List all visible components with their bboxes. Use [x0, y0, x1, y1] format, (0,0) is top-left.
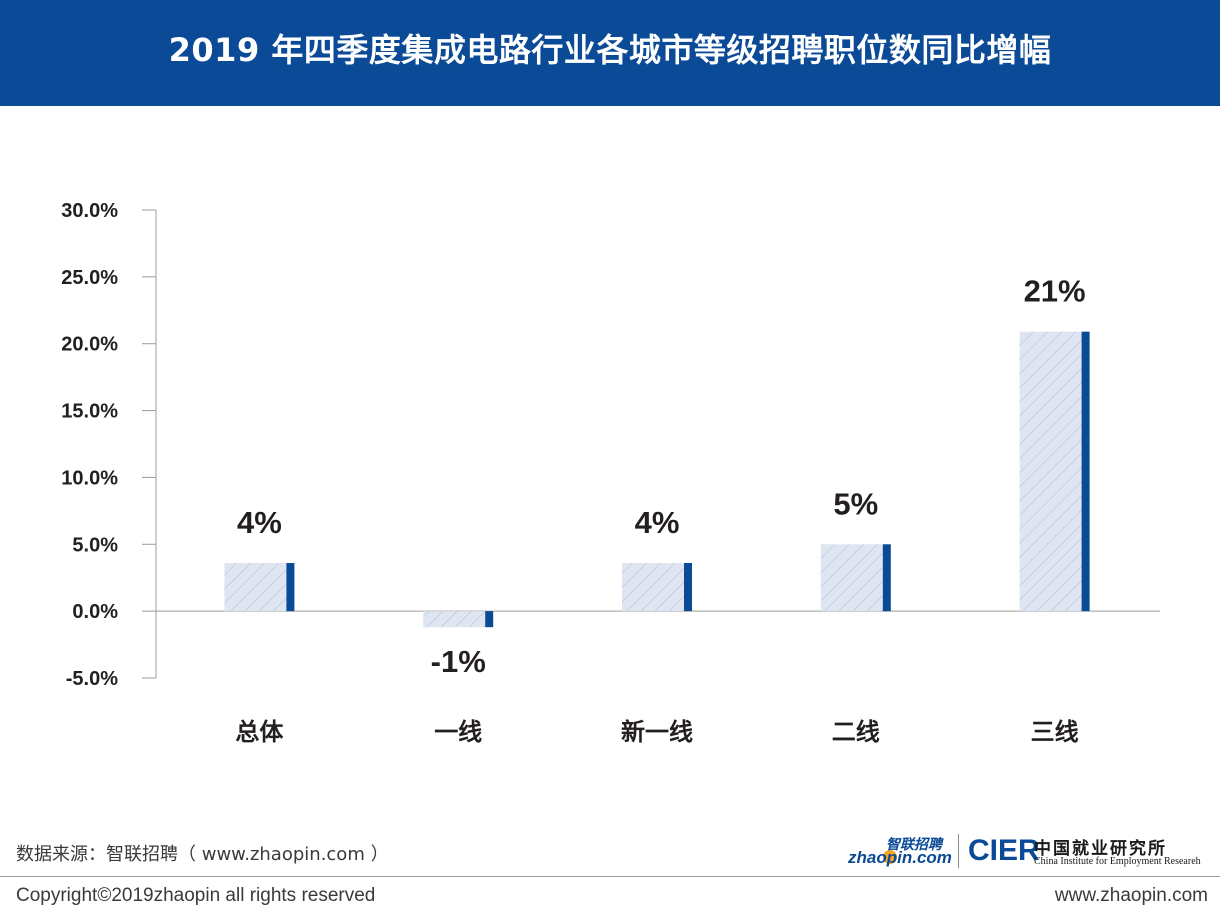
zhaopin-logo-en: zhaopin.com — [848, 848, 952, 867]
bar-fill — [820, 544, 883, 612]
category-label: 三线 — [1031, 718, 1079, 746]
bar-layer — [224, 331, 1090, 628]
cier-logo-en: China Institute for Employment Researeh — [1034, 856, 1201, 867]
y-tick-label: 0.0% — [72, 601, 118, 623]
category-label: 一线 — [434, 718, 482, 746]
y-tick-label: 30.0% — [61, 200, 118, 222]
bar-edge — [684, 563, 692, 612]
category-label: 二线 — [832, 718, 880, 746]
y-tick-label: 10.0% — [61, 467, 118, 489]
category-label: 总体 — [235, 718, 284, 746]
cier-logo-cn: 中国就业研究所 — [1034, 839, 1167, 859]
data-label: 21% — [1024, 274, 1086, 309]
data-label: 4% — [237, 505, 282, 540]
y-tick-label: 20.0% — [61, 334, 118, 356]
header-banner: 2019 年四季度集成电路行业各城市等级招聘职位数同比增幅 — [0, 0, 1220, 106]
bar-edge — [286, 563, 295, 612]
category-label: 新一线 — [621, 718, 693, 746]
bar-fill — [622, 563, 684, 612]
bar-fill — [423, 611, 486, 628]
bar-edge — [485, 611, 494, 628]
zhaopin-logo: 智联招聘 zhaopin.com — [848, 834, 952, 870]
copyright-text: Copyright©2019zhaopin all rights reserve… — [16, 885, 376, 906]
zhaopin-logo-cn: 智联招聘 — [886, 837, 942, 853]
bar-chart: 30.0% 25.0% 20.0% 15.0% 10.0% 5.0% 0.0% -5.0% 4… — [61, 200, 1160, 746]
bar-edge — [882, 544, 891, 612]
bar-fill — [1019, 331, 1082, 612]
label-layer: 4% 总体 -1% 一线 4% 新一线 5% 二线 21% 三线 — [235, 274, 1085, 746]
data-label: 4% — [635, 505, 680, 540]
bar-fill — [224, 563, 287, 612]
data-label: -1% — [431, 644, 486, 679]
data-label: 5% — [833, 486, 878, 521]
y-tick-label: -5.0% — [66, 668, 118, 690]
axis-layer: 30.0% 25.0% 20.0% 15.0% 10.0% 5.0% 0.0% -5.0% — [61, 200, 1160, 690]
chart-title: 2019 年四季度集成电路行业各城市等级招聘职位数同比增幅 — [168, 31, 1052, 69]
website-link[interactable]: www.zhaopin.com — [1054, 885, 1208, 906]
logo-group: 智联招聘 zhaopin.com CIER 中国就业研究所 China Inst… — [848, 832, 1208, 872]
chart-area: 30.0% 25.0% 20.0% 15.0% 10.0% 5.0% 0.0% -5.0% 4… — [0, 106, 1220, 826]
footer-divider — [0, 876, 1220, 877]
y-tick-label: 25.0% — [61, 267, 118, 289]
cier-logo: CIER — [968, 834, 1040, 867]
zhaopin-logo-dot-icon — [883, 850, 897, 864]
data-source: 数据来源：智联招聘（ www.zhaopin.com ） — [16, 844, 389, 865]
y-tick-label: 5.0% — [72, 534, 118, 556]
logo-divider — [958, 834, 959, 868]
y-tick-label: 15.0% — [61, 401, 118, 423]
bar-edge — [1081, 331, 1090, 612]
